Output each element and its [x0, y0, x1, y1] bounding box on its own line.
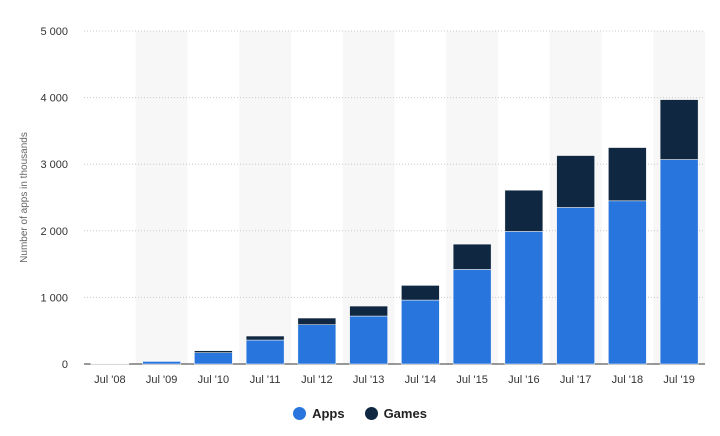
bar-games-5	[349, 305, 388, 317]
y-tick-label-3000: 3 000	[40, 159, 68, 171]
legend-item-apps[interactable]: Apps	[293, 406, 345, 421]
bar-apps-7	[452, 269, 492, 365]
y-tick-label-2000: 2 000	[40, 226, 68, 238]
bar-games-10	[608, 147, 647, 202]
legend-dot-apps	[293, 407, 307, 420]
bar-apps-10	[608, 200, 647, 365]
bar-games-9	[556, 155, 595, 208]
legend-label-apps: Apps	[312, 406, 345, 421]
bar-apps-8	[504, 231, 544, 365]
x-tick-label-11: Jul '19	[663, 374, 694, 386]
bar-games-7	[452, 243, 492, 270]
bar-games-2	[194, 350, 233, 353]
bar-apps-5	[349, 315, 388, 365]
chart-legend: Apps Games	[0, 406, 720, 421]
x-tick-label-2: Jul '10	[198, 374, 229, 386]
x-tick-label-3: Jul '11	[250, 374, 281, 386]
bar-apps-3	[245, 339, 285, 365]
x-tick-label-1: Jul '09	[146, 374, 177, 386]
bar-apps-4	[297, 324, 337, 365]
x-tick-label-6: Jul '14	[405, 374, 436, 386]
bar-apps-11	[659, 159, 699, 365]
y-tick-label-1000: 1 000	[40, 292, 68, 304]
bar-games-11	[659, 99, 699, 160]
y-axis-title: Number of apps in thousands	[19, 132, 30, 263]
bar-games-3	[245, 335, 285, 341]
x-tick-label-4: Jul '12	[301, 374, 332, 386]
y-tick-label-4000: 4 000	[40, 93, 68, 105]
bar-chart: 0 1 000 2 000 3 000 4 000 5 000 Number of apps…	[19, 26, 705, 386]
bar-apps-1	[142, 361, 181, 365]
x-tick-label-10: Jul '18	[612, 374, 643, 386]
legend-dot-games	[364, 407, 378, 420]
x-tick-label-7: Jul '15	[456, 374, 487, 386]
x-tick-label-8: Jul '16	[508, 374, 539, 386]
column-band-1	[135, 31, 188, 364]
y-tick-label-5000: 5 000	[40, 26, 68, 38]
legend-item-games[interactable]: Games	[364, 406, 427, 421]
legend-label-games: Games	[383, 406, 427, 421]
x-tick-label-5: Jul '13	[353, 374, 384, 386]
bar-games-4	[297, 317, 337, 325]
x-tick-label-9: Jul '17	[560, 374, 591, 386]
bar-apps-2	[194, 352, 233, 365]
y-tick-label-0: 0	[62, 359, 68, 371]
bar-games-6	[401, 285, 440, 301]
bar-apps-9	[556, 207, 595, 365]
bar-games-8	[504, 189, 544, 232]
column-band-3	[239, 31, 291, 364]
x-tick-label-0: Jul '08	[94, 374, 125, 386]
bar-apps-6	[401, 299, 440, 365]
